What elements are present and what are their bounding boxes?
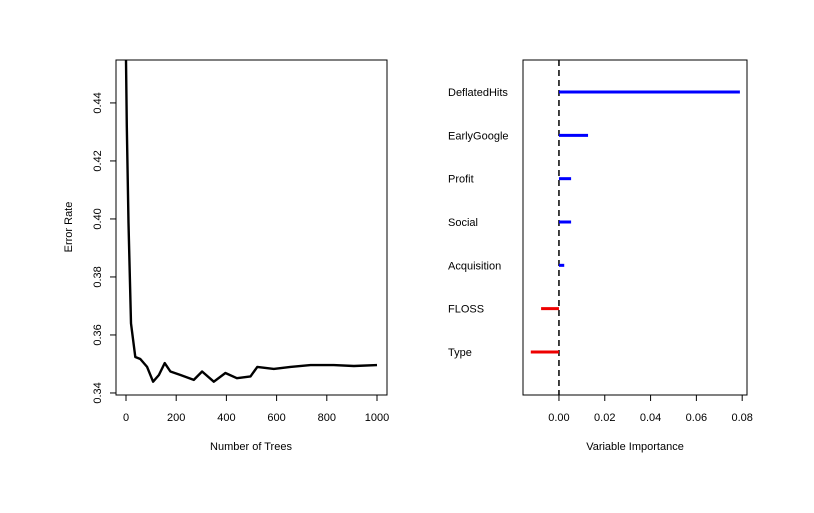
category-label: Type — [448, 347, 472, 359]
x-tick-label: 1000 — [365, 412, 389, 424]
x-tick-label: 600 — [267, 412, 285, 424]
y-axis-label: Error Rate — [63, 202, 75, 253]
category-label: DeflatedHits — [448, 87, 508, 99]
x-tick-label: 0.00 — [548, 412, 569, 424]
y-tick-label: 0.40 — [92, 208, 104, 229]
plot-frame — [522, 59, 748, 396]
error-rate-plot: 0 200 400 600 800 1000 0.34 0.36 0.38 0.40 0.42 0.4… — [63, 59, 389, 453]
category-label: Social — [448, 217, 478, 229]
y-tick-label: 0.38 — [92, 266, 104, 287]
category-label: EarlyGoogle — [448, 130, 509, 142]
y-tick-label: 0.44 — [92, 92, 104, 113]
x-tick-label: 0 — [123, 412, 129, 424]
x-tick-label: 0.04 — [640, 412, 661, 424]
y-tick-label: 0.34 — [92, 382, 104, 403]
x-tick-label: 200 — [167, 412, 185, 424]
x-tick-label: 0.08 — [731, 412, 752, 424]
category-label: FLOSS — [448, 304, 484, 316]
x-axis-label: Variable Importance — [586, 441, 684, 453]
category-label: Profit — [448, 174, 474, 186]
y-tick-label: 0.36 — [92, 324, 104, 345]
x-tick-label: 0.06 — [686, 412, 707, 424]
x-axis-label: Number of Trees — [210, 441, 292, 453]
variable-importance-plot: 0.00 0.02 0.04 0.06 0.08 DeflatedHits EarlyGo… — [448, 59, 753, 453]
x-tick-label: 0.02 — [594, 412, 615, 424]
category-label: Acquisition — [448, 260, 501, 272]
plot-frame — [115, 59, 388, 396]
x-tick-label: 800 — [318, 412, 336, 424]
x-tick-label: 400 — [217, 412, 235, 424]
y-tick-label: 0.42 — [92, 150, 104, 171]
error-rate-line — [124, 59, 378, 383]
